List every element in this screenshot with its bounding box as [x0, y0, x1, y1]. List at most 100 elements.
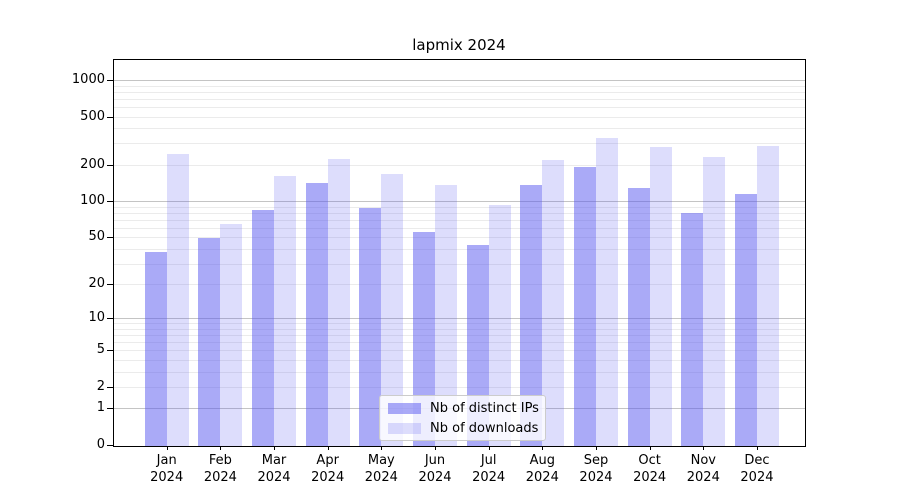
x-tick-mark: [542, 446, 544, 450]
x-tick-mark: [166, 446, 168, 450]
gridline-minor: [114, 106, 805, 108]
bar-distinct-ips: [520, 184, 543, 446]
gridline-minor: [114, 212, 805, 214]
bar-distinct-ips: [144, 252, 167, 446]
x-tick-label: Jan 2024: [150, 453, 184, 485]
x-tick-label: May 2024: [364, 453, 398, 485]
y-tick-mark: [107, 237, 113, 239]
y-tick-label: 5: [96, 342, 105, 358]
bar-distinct-ips: [681, 212, 704, 446]
x-tick-label: Jun 2024: [418, 453, 452, 485]
legend: Nb of distinct IPs Nb of downloads: [379, 395, 546, 441]
chart-title: lapmix 2024: [412, 36, 506, 54]
y-tick-mark: [107, 201, 113, 203]
gridline-minor: [114, 128, 805, 130]
bar-distinct-ips: [734, 193, 757, 446]
gridline-minor: [114, 323, 805, 325]
gridline-minor: [114, 206, 805, 208]
bar-downloads: [488, 204, 511, 446]
legend-label-downloads: Nb of downloads: [430, 420, 539, 436]
x-tick-mark: [220, 446, 222, 450]
gridline-minor: [114, 143, 805, 145]
bar-downloads: [166, 153, 189, 446]
plot-area: [113, 59, 806, 447]
gridline-minor: [114, 116, 805, 118]
y-tick-mark: [107, 386, 113, 388]
x-tick-mark: [488, 446, 490, 450]
x-tick-label: Apr 2024: [311, 453, 345, 485]
x-tick-label: Dec 2024: [740, 453, 774, 485]
bar-distinct-ips: [305, 182, 328, 446]
x-tick-label: Oct 2024: [633, 453, 667, 485]
y-tick-label: 1000: [71, 71, 105, 87]
x-tick-mark: [595, 446, 597, 450]
y-tick-mark: [107, 164, 113, 166]
y-tick-label: 0: [96, 437, 105, 452]
y-tick-label: 500: [80, 108, 105, 124]
y-tick-mark: [107, 116, 113, 118]
y-tick-label: 200: [80, 156, 105, 172]
bar-distinct-ips: [573, 167, 596, 446]
bar-downloads: [756, 146, 779, 446]
gridline-minor: [114, 237, 805, 239]
x-tick-label: Nov 2024: [686, 453, 720, 485]
x-tick-mark: [649, 446, 651, 450]
y-tick-label: 100: [80, 193, 105, 209]
bar-distinct-ips: [359, 207, 382, 446]
legend-swatch-downloads: [388, 422, 421, 434]
x-tick-mark: [703, 446, 705, 450]
gridline-minor: [114, 98, 805, 100]
bar-downloads: [220, 223, 243, 446]
gridline-minor: [114, 342, 805, 344]
gridline-major: [114, 201, 805, 203]
y-tick-label: 2: [96, 378, 105, 394]
gridline-minor: [114, 263, 805, 265]
gridline-minor: [114, 227, 805, 229]
x-tick-mark: [381, 446, 383, 450]
x-tick-label: Aug 2024: [525, 453, 559, 485]
y-tick-mark: [107, 350, 113, 352]
bar-downloads: [542, 160, 565, 446]
bar-downloads: [381, 173, 404, 446]
x-tick-label: Sep 2024: [579, 453, 613, 485]
x-tick-label: Feb 2024: [203, 453, 237, 485]
y-tick-mark: [107, 408, 113, 410]
gridline-minor: [114, 284, 805, 286]
x-tick-mark: [327, 446, 329, 450]
bar-downloads: [274, 175, 297, 446]
gridline-major: [114, 318, 805, 320]
x-tick-label: Jul 2024: [472, 453, 506, 485]
bar-downloads: [703, 157, 726, 446]
y-tick-label: 1: [96, 400, 105, 416]
x-tick-mark: [274, 446, 276, 450]
x-tick-mark: [435, 446, 436, 450]
x-tick-mark: [756, 446, 758, 450]
bar-downloads: [435, 185, 457, 446]
bar-distinct-ips: [413, 232, 435, 446]
y-tick-mark: [107, 445, 113, 446]
gridline-minor: [114, 219, 805, 221]
gridline-minor: [114, 328, 805, 330]
gridline-minor: [114, 371, 805, 373]
gridline-minor: [114, 164, 805, 166]
legend-swatch-distinct-ips: [388, 402, 421, 414]
bar-distinct-ips: [627, 188, 650, 446]
gridline-minor: [114, 91, 805, 93]
bar-downloads: [649, 147, 672, 446]
legend-row-distinct-ips: Nb of distinct IPs: [388, 400, 539, 416]
bar-distinct-ips: [198, 238, 221, 446]
gridline-minor: [114, 85, 805, 87]
gridline-minor: [114, 359, 805, 361]
bar-distinct-ips: [252, 210, 275, 446]
legend-label-distinct-ips: Nb of distinct IPs: [430, 400, 539, 416]
x-tick-label: Mar 2024: [257, 453, 291, 485]
gridline-major: [114, 79, 805, 81]
y-tick-label: 10: [88, 310, 105, 326]
gridline-minor: [114, 248, 805, 250]
y-tick-label: 20: [88, 276, 105, 292]
y-tick-mark: [107, 284, 113, 286]
bar-downloads: [327, 159, 350, 446]
gridline-minor: [114, 335, 805, 337]
gridline-minor: [114, 350, 805, 352]
